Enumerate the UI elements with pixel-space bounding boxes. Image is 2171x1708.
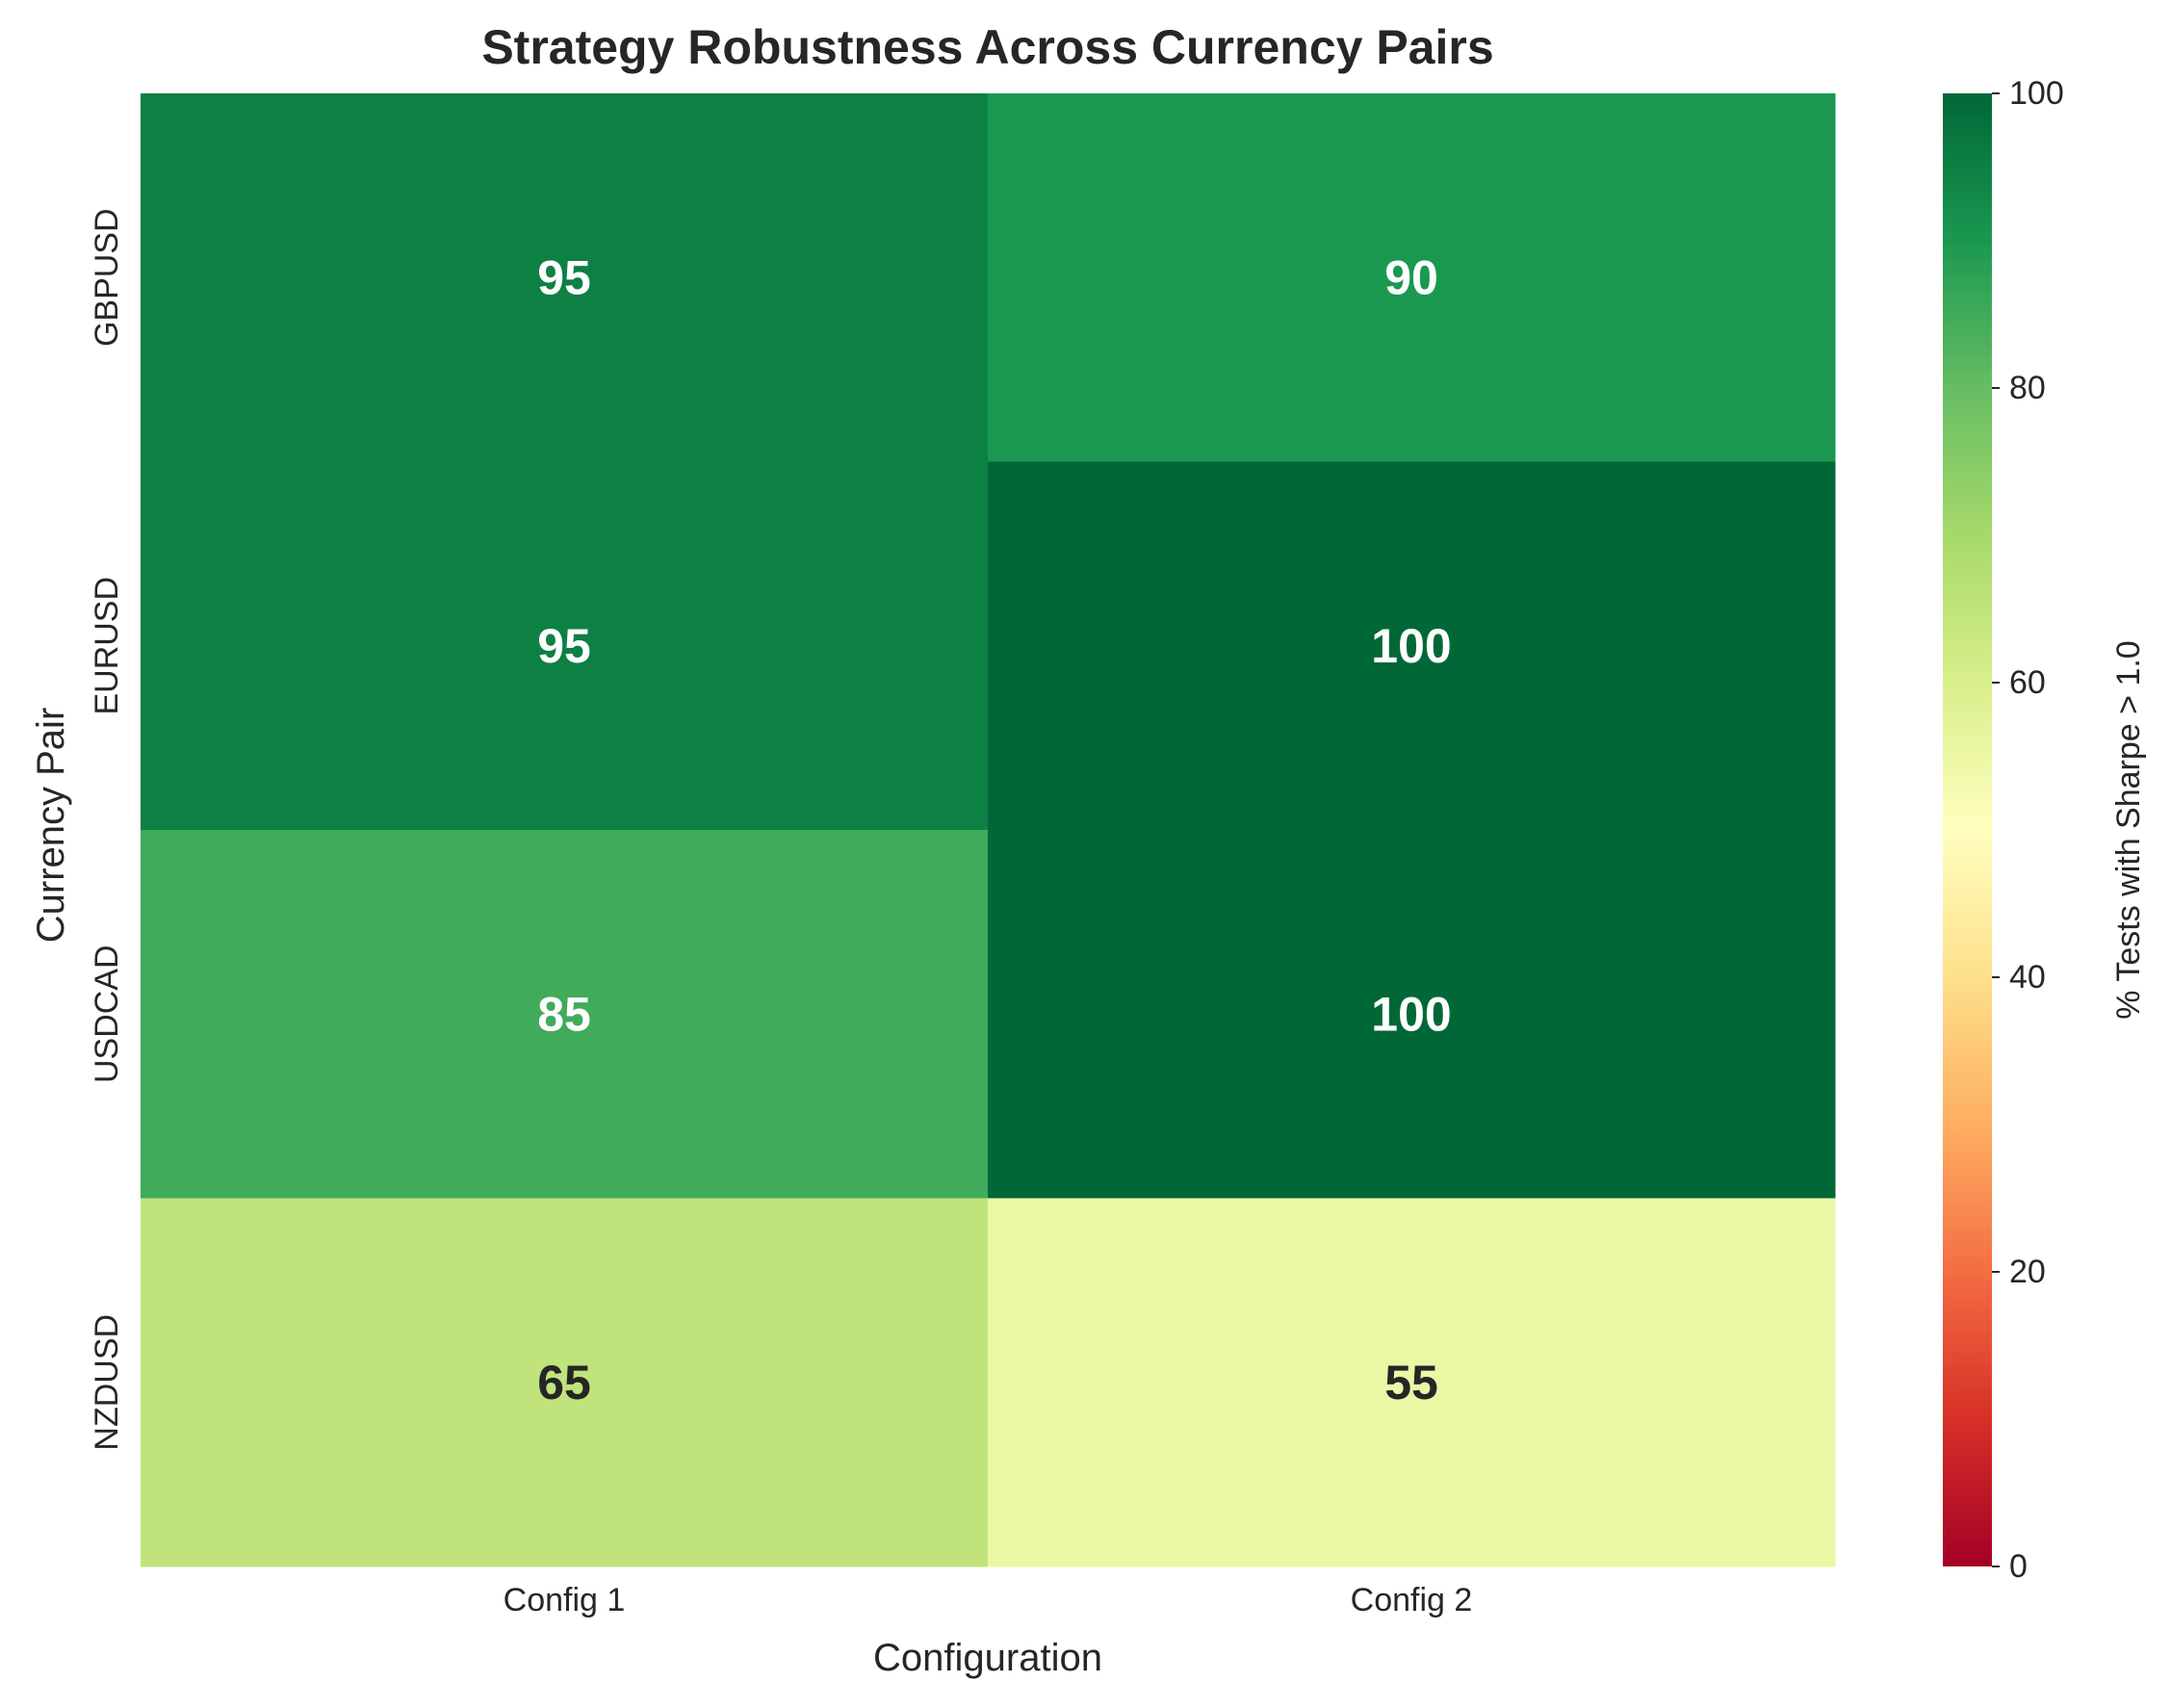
y-tick-label: EURUSD (89, 577, 125, 715)
cell-annotations: 95 90 95 100 85 100 65 55 (537, 250, 1452, 1410)
x-tick-labels: Config 1 Config 2 (504, 1582, 1473, 1618)
heatmap-cell (141, 93, 989, 462)
y-axis-label: Currency Pair (30, 708, 72, 944)
heatmap-cell (988, 461, 1836, 831)
heatmap-cell (141, 1198, 989, 1567)
heatmap-cells (141, 93, 1836, 1567)
y-tick-label: NZDUSD (89, 1314, 125, 1451)
colorbar-tick-label: 20 (2009, 1254, 2046, 1290)
colorbar-tick-label: 40 (2009, 959, 2046, 996)
cell-value-label: 100 (1371, 619, 1451, 673)
colorbar-label: % Tests with Sharpe > 1.0 (2110, 640, 2147, 1019)
cell-value-label: 90 (1384, 250, 1438, 304)
cell-value-label: 85 (537, 987, 591, 1041)
heatmap-cell (988, 93, 1836, 462)
colorbar-tick-label: 60 (2009, 664, 2046, 701)
y-tick-labels: GBPUSD EURUSD USDCAD NZDUSD (89, 208, 125, 1450)
cell-value-label: 55 (1384, 1356, 1438, 1410)
cell-value-label: 65 (537, 1356, 591, 1410)
colorbar-tick-label: 100 (2009, 75, 2064, 112)
heatmap-cell (988, 830, 1836, 1199)
colorbar-tick-label: 0 (2009, 1548, 2028, 1585)
colorbar-ticks: 0 20 40 60 80 100 (1992, 75, 2064, 1585)
cell-value-label: 100 (1371, 987, 1451, 1041)
x-tick-label: Config 2 (1351, 1582, 1473, 1618)
x-tick-label: Config 1 (504, 1582, 626, 1618)
colorbar (1943, 93, 1992, 1566)
heatmap-cell (141, 461, 989, 831)
cell-value-label: 95 (537, 619, 591, 673)
heatmap-cell (141, 830, 989, 1199)
y-tick-label: GBPUSD (89, 208, 125, 347)
heatmap-cell (988, 1198, 1836, 1567)
colorbar-tick-label: 80 (2009, 370, 2046, 406)
x-axis-label: Configuration (873, 1637, 1102, 1679)
y-tick-label: USDCAD (89, 945, 125, 1083)
chart-title: Strategy Robustness Across Currency Pair… (481, 20, 1493, 74)
cell-value-label: 95 (537, 250, 591, 304)
